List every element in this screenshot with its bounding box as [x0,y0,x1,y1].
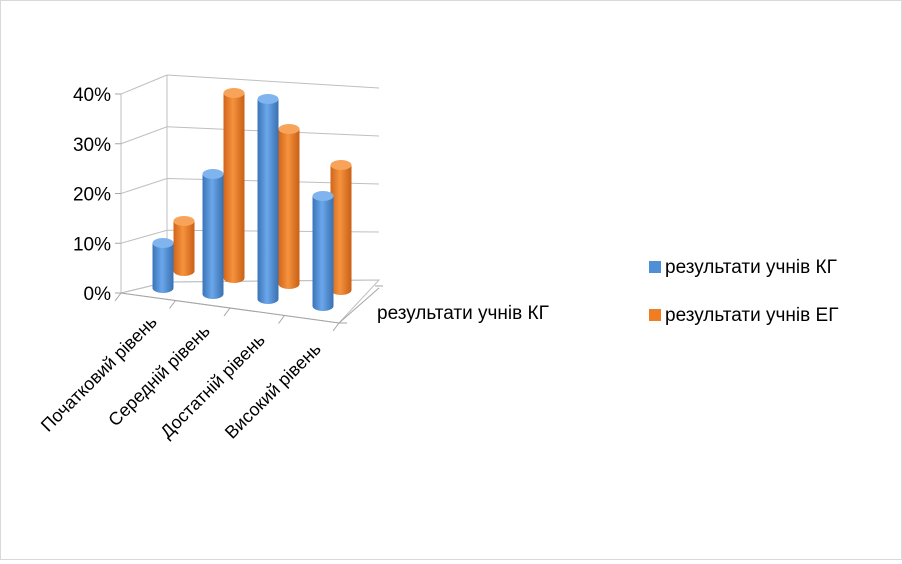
bars [152,88,352,311]
bar-kg [257,94,279,304]
legend-label-kg: результати учнів КГ [665,257,837,278]
category-label: Початковий рівень [37,312,161,436]
side-gridline [120,229,168,244]
bar-body [278,129,300,289]
y-axis-ticks: 0% 10% 20% 30% 40% [73,85,121,305]
bar-body [257,99,279,304]
category-tick [169,300,176,309]
category-tick [278,315,285,324]
bar-eg [173,216,195,276]
bar-top [257,94,279,104]
side-gridline [120,178,168,194]
category-tick [332,322,340,332]
gridline [166,74,380,89]
bar-body [173,221,195,276]
legend-swatch-eg [649,309,661,321]
category-tick [114,292,122,302]
bar-kg [202,169,224,299]
bar-body [152,243,174,293]
bar-body [312,196,334,311]
bar-body [202,174,224,299]
y-tick-label: 0% [84,284,112,305]
bar-top [330,160,352,170]
bar-eg [330,160,352,295]
bar-kg [312,191,334,311]
y-tick-label: 40% [73,85,111,106]
legend-swatch-kg [649,261,661,273]
legend-label-eg: результати учнів ЕГ [665,305,838,326]
bar-body [330,165,352,295]
bar-top [173,216,195,226]
bar-top [202,169,224,179]
side-gridline [120,74,168,95]
series-axis-label: результати учнів КГ [377,303,549,324]
bar-top [152,238,174,248]
bar-eg [223,88,245,283]
bar-top [223,88,245,98]
y-tick-label: 20% [73,185,111,206]
series-axis-line [338,287,380,324]
bar-top [278,124,300,134]
bar-eg [278,124,300,289]
category-tick [223,307,231,317]
bar-top [312,191,334,201]
y-tick-label: 10% [73,234,111,255]
y-tick-label: 30% [73,135,111,156]
bar-body [223,93,245,283]
legend: результати учнів КГ результати учнів ЕГ [649,257,838,326]
side-gridline [120,126,168,145]
bar-kg [152,238,174,293]
